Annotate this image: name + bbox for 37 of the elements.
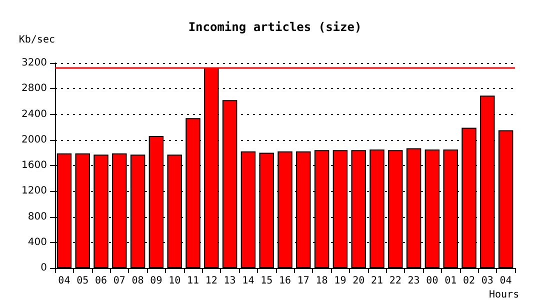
x-tick-label: 01 [444, 276, 457, 286]
x-tick-label: 04 [500, 276, 512, 286]
x-tick-label: 18 [316, 276, 328, 286]
x-tick-label: 11 [186, 276, 200, 286]
x-tick-label: 06 [94, 276, 108, 286]
x-tick-label: 13 [224, 276, 236, 286]
y-tick-label: 3200 [22, 58, 47, 68]
x-tick-label: 00 [426, 276, 438, 286]
y-tick-label: 0 [40, 262, 47, 274]
x-tick-label: 12 [205, 276, 218, 286]
y-tick-label: 800 [28, 211, 47, 222]
x-tick-label: 07 [113, 276, 126, 286]
y-tick-label: 2800 [22, 83, 47, 94]
x-tick-label: 22 [389, 276, 402, 286]
y-tick-label: 1200 [22, 186, 47, 197]
x-tick-label: 15 [260, 276, 273, 286]
y-axis-title: Kb/sec [18, 34, 55, 46]
x-tick-label: 10 [168, 276, 181, 286]
x-tick-label: 20 [352, 276, 365, 286]
x-tick-label: 08 [132, 276, 144, 286]
x-tick-label: 03 [481, 276, 494, 286]
x-tick-label: 23 [408, 276, 420, 286]
y-tick-label: 1600 [22, 160, 47, 171]
x-tick-label: 02 [462, 276, 476, 286]
x-tick-label: 09 [150, 276, 162, 286]
x-tick-label: 14 [242, 276, 254, 286]
chart-title: Incoming articles (size) [188, 20, 362, 34]
x-tick-label: 19 [334, 276, 346, 286]
y-tick-label: 400 [28, 236, 47, 248]
x-tick-label: 16 [278, 276, 292, 286]
x-tick-label: 21 [370, 276, 384, 286]
y-tick-label: 2000 [22, 134, 47, 146]
x-axis-title: Hours [489, 290, 520, 300]
x-tick-label: 05 [76, 276, 89, 286]
x-tick-label: 04 [58, 276, 70, 286]
x-tick-label: 17 [297, 276, 310, 286]
y-tick-label: 2400 [22, 108, 47, 120]
